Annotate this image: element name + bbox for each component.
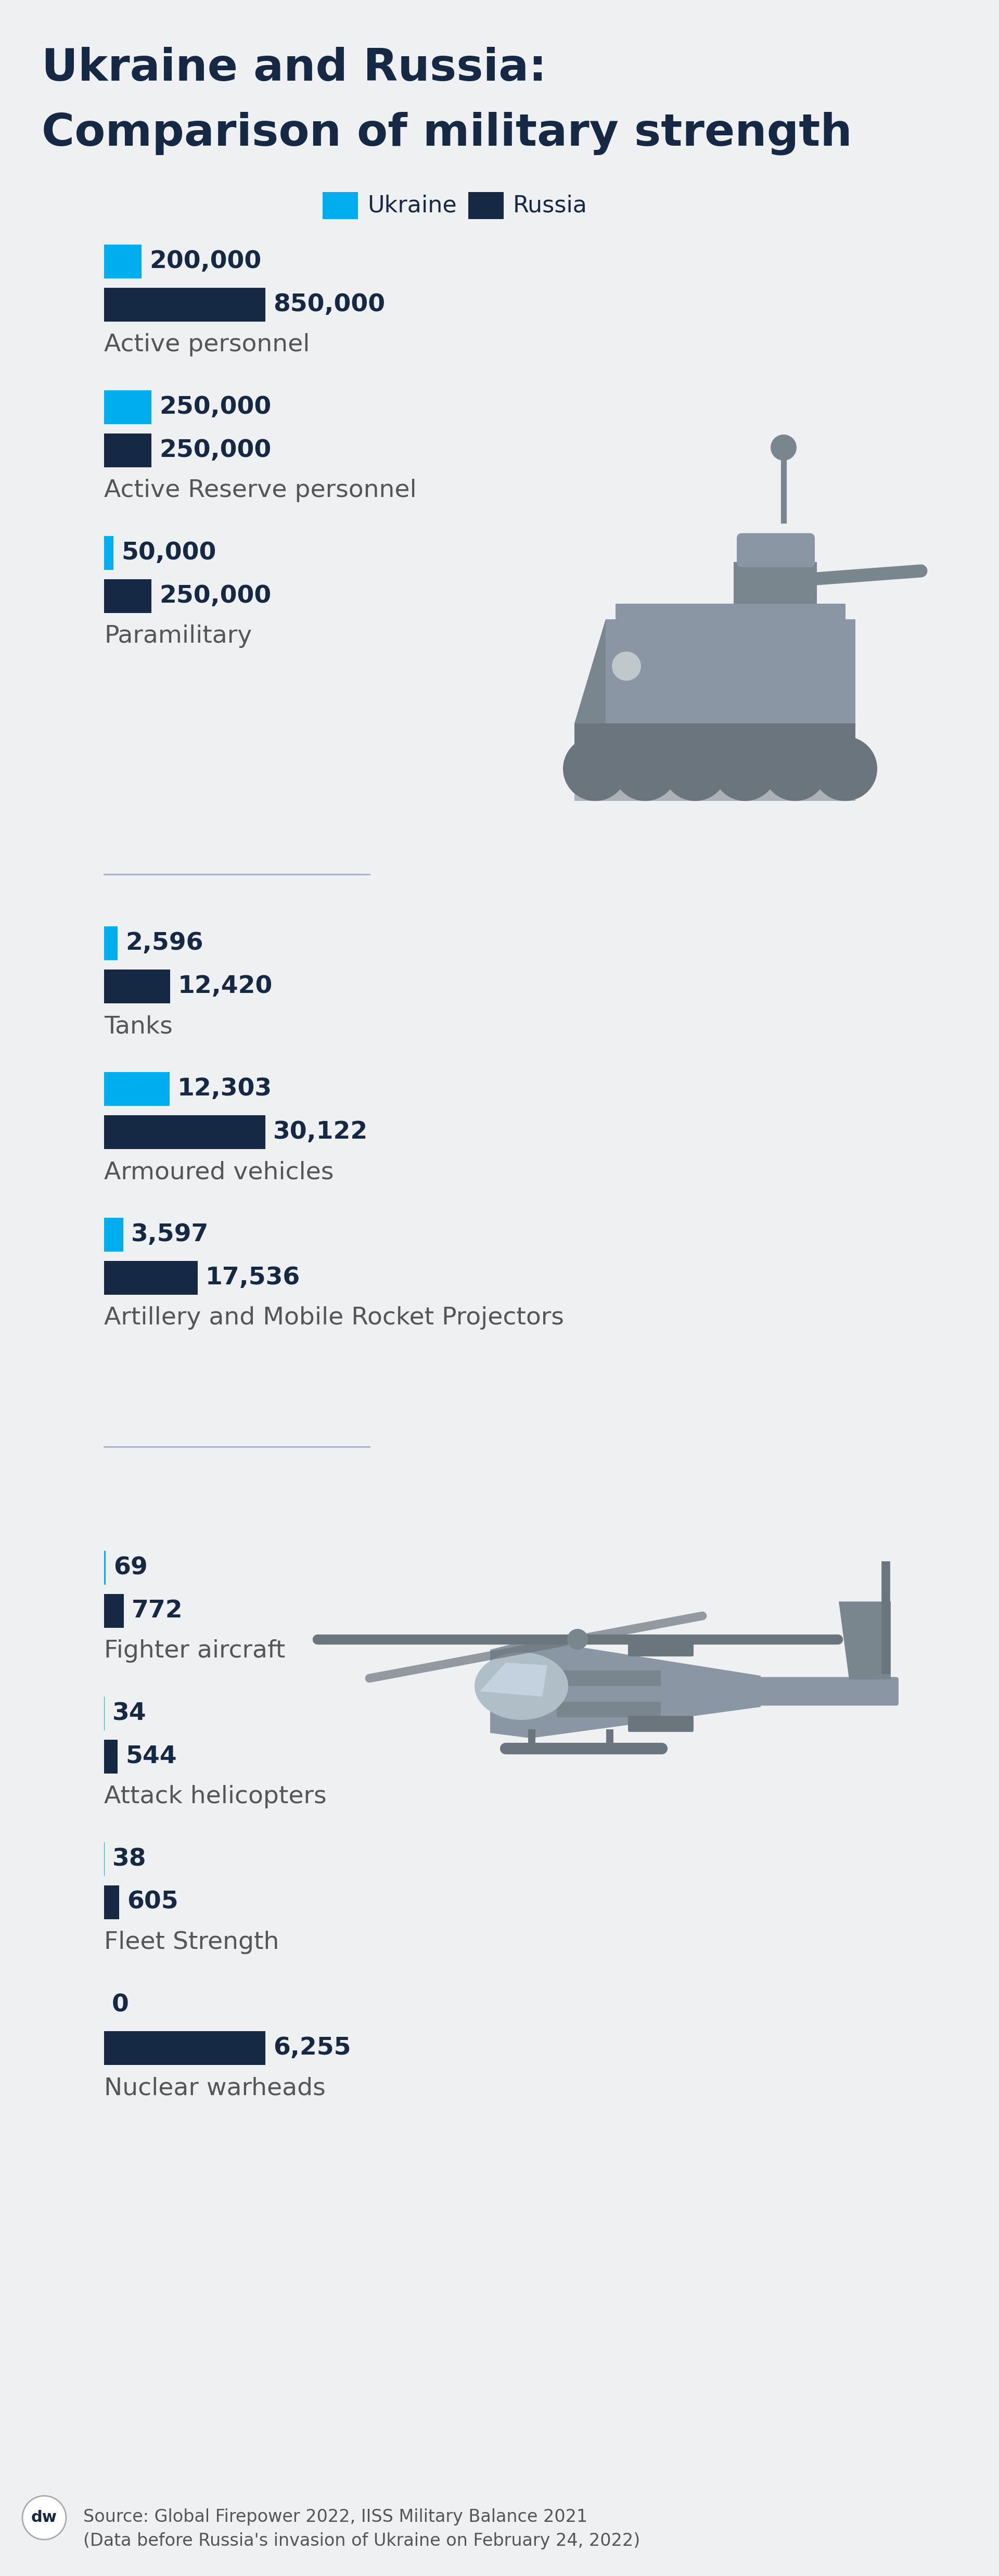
Text: Active Reserve personnel: Active Reserve personnel <box>104 479 417 502</box>
Bar <box>605 618 855 724</box>
Bar <box>556 1703 660 1718</box>
Text: Comparison of military strength: Comparison of military strength <box>42 111 852 155</box>
Text: Attack helicopters: Attack helicopters <box>104 1785 327 1808</box>
Circle shape <box>613 737 677 801</box>
Bar <box>104 1595 124 1628</box>
Text: Artillery and Mobile Rocket Projectors: Artillery and Mobile Rocket Projectors <box>104 1306 564 1329</box>
Bar <box>104 245 142 278</box>
Bar <box>104 392 152 425</box>
Bar <box>104 1886 119 1919</box>
Text: 3,597: 3,597 <box>131 1224 209 1247</box>
Bar <box>556 1669 660 1687</box>
Text: 17,536: 17,536 <box>206 1267 301 1291</box>
Text: 6,255: 6,255 <box>273 2038 351 2061</box>
Text: 30,122: 30,122 <box>273 1121 368 1144</box>
Bar <box>615 603 845 618</box>
Circle shape <box>813 737 877 801</box>
Text: Ukraine and Russia:: Ukraine and Russia: <box>42 46 546 90</box>
Bar <box>104 289 266 322</box>
Text: dw: dw <box>31 2509 57 2524</box>
Bar <box>104 2030 266 2066</box>
Bar <box>104 536 114 569</box>
Text: 12,420: 12,420 <box>178 974 273 997</box>
FancyBboxPatch shape <box>628 1641 693 1656</box>
Bar <box>104 433 152 466</box>
Circle shape <box>611 652 641 680</box>
Text: Russia: Russia <box>513 193 587 216</box>
Circle shape <box>663 737 727 801</box>
Circle shape <box>567 1628 588 1649</box>
Bar <box>574 737 855 801</box>
Text: 34: 34 <box>112 1703 147 1726</box>
Text: Nuclear warheads: Nuclear warheads <box>104 2076 326 2099</box>
Bar <box>733 562 817 603</box>
FancyBboxPatch shape <box>737 533 815 567</box>
Bar <box>469 193 503 219</box>
Text: Fighter aircraft: Fighter aircraft <box>104 1638 286 1662</box>
Bar <box>104 1260 198 1296</box>
Polygon shape <box>480 1662 547 1698</box>
Bar <box>104 580 152 613</box>
Polygon shape <box>839 1602 891 1680</box>
Bar <box>104 1115 266 1149</box>
Text: Source: Global Firepower 2022, IISS Military Balance 2021
(Data before Russia's : Source: Global Firepower 2022, IISS Mili… <box>83 2509 640 2550</box>
Text: 50,000: 50,000 <box>121 541 216 564</box>
Circle shape <box>713 737 777 801</box>
Text: Paramilitary: Paramilitary <box>104 623 252 649</box>
Circle shape <box>22 2496 66 2540</box>
Text: 250,000: 250,000 <box>159 438 271 461</box>
Text: Fleet Strength: Fleet Strength <box>104 1929 279 1955</box>
Ellipse shape <box>475 1651 568 1721</box>
Circle shape <box>763 737 827 801</box>
Text: 850,000: 850,000 <box>273 294 385 317</box>
Text: 12,303: 12,303 <box>178 1077 272 1100</box>
Text: 69: 69 <box>114 1556 148 1579</box>
FancyBboxPatch shape <box>628 1716 693 1731</box>
Bar <box>104 1739 118 1772</box>
Circle shape <box>770 435 796 461</box>
Bar <box>574 724 855 750</box>
Text: Ukraine: Ukraine <box>368 193 457 216</box>
Polygon shape <box>491 1638 760 1739</box>
Text: 250,000: 250,000 <box>159 585 271 608</box>
Circle shape <box>563 737 627 801</box>
Text: 38: 38 <box>112 1847 147 1870</box>
Bar <box>104 1218 123 1252</box>
Polygon shape <box>574 618 605 724</box>
Text: Tanks: Tanks <box>104 1015 173 1038</box>
Text: 200,000: 200,000 <box>149 250 262 273</box>
Bar <box>104 969 170 1002</box>
Bar <box>104 1551 106 1584</box>
Bar <box>323 193 358 219</box>
Text: 772: 772 <box>132 1600 183 1623</box>
Text: 0: 0 <box>112 1994 129 2017</box>
Bar <box>104 1072 170 1105</box>
Bar <box>104 927 118 961</box>
Text: 250,000: 250,000 <box>159 397 271 420</box>
Text: 544: 544 <box>126 1744 177 1767</box>
Text: Armoured vehicles: Armoured vehicles <box>104 1162 334 1185</box>
Text: Active personnel: Active personnel <box>104 332 310 355</box>
FancyBboxPatch shape <box>747 1677 898 1705</box>
Text: 605: 605 <box>127 1891 178 1914</box>
Text: 2,596: 2,596 <box>126 933 203 956</box>
